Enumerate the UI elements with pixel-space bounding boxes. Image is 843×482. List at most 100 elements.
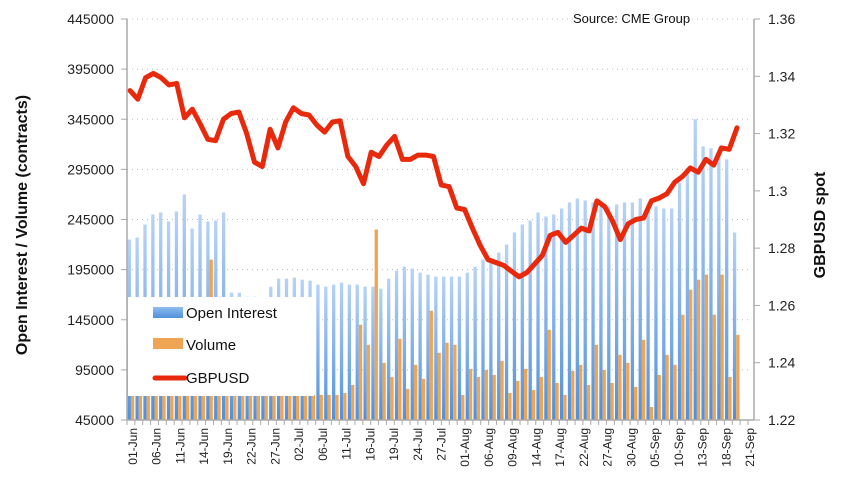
volume-bar (162, 394, 166, 420)
volume-bar (429, 310, 433, 420)
volume-bar (696, 279, 701, 420)
open-interest-bar (670, 208, 674, 420)
left-tick-label: 345000 (67, 111, 114, 127)
open-interest-bar (324, 286, 328, 420)
open-interest-bar (559, 208, 564, 420)
volume-bar (641, 339, 646, 420)
volume-bar (413, 364, 418, 420)
open-interest-bar (457, 276, 462, 420)
open-interest-bar (402, 266, 407, 420)
x-tick-label: 05-Sep (648, 428, 662, 467)
volume-bar (531, 389, 536, 420)
x-tick-label: 18-Sep (719, 428, 733, 467)
open-interest-bar (536, 212, 540, 420)
open-interest-bar (575, 198, 579, 420)
open-interest-bar (662, 208, 666, 420)
volume-bar (649, 406, 654, 420)
open-interest-bar (379, 288, 383, 420)
open-interest-bar (387, 278, 391, 420)
open-interest-bar (614, 204, 619, 420)
right-axis-title: GBPUSD spot (812, 171, 829, 278)
volume-bar (689, 289, 693, 420)
volume-bar (138, 394, 143, 420)
x-tick-label: 06-Jul (316, 428, 330, 461)
volume-bar (563, 394, 567, 420)
gbpusd-line (127, 70, 740, 280)
open-interest-bar (685, 168, 690, 420)
right-tick-label: 1.36 (768, 11, 795, 27)
open-interest-bar (654, 206, 658, 420)
volume-bar (665, 354, 669, 420)
x-tick-label: 14-Jun (197, 428, 211, 465)
open-interest-bar (465, 272, 469, 420)
open-interest-bar (583, 200, 587, 420)
open-interest-bar (473, 266, 477, 420)
volume-bar (225, 394, 229, 420)
open-interest-bar (355, 284, 359, 420)
open-interest-bar (426, 274, 430, 420)
volume-bar (280, 394, 284, 420)
x-tick-label: 13-Sep (696, 428, 710, 467)
open-interest-bar (442, 276, 446, 420)
open-interest-bar (567, 202, 572, 420)
open-interest-bar (732, 232, 737, 420)
volume-bar (523, 368, 528, 420)
legend-label-volume: Volume (186, 337, 236, 354)
x-tick-label: 27-Jun (268, 428, 282, 465)
volume-bar (736, 334, 740, 420)
volume-bar (578, 364, 583, 420)
volume-bar (657, 374, 661, 420)
open-interest-bar (591, 202, 595, 420)
left-tick-label: 295000 (67, 161, 114, 177)
x-tick-label: 19-Jun (221, 428, 235, 465)
volume-bar (555, 382, 559, 420)
volume-bar (319, 394, 323, 420)
right-tick-label: 1.32 (768, 126, 795, 142)
volume-bar (461, 394, 465, 420)
volume-bar (343, 392, 347, 420)
volume-bar (358, 324, 363, 420)
x-tick-label: 09-Aug (506, 428, 520, 467)
right-axis-ticks: 1.36 1.34 1.32 1.3 1.28 1.26 1.24 1.22 (754, 11, 795, 428)
volume-bar (594, 344, 599, 420)
volume-bar (233, 394, 237, 420)
volume-bar (673, 364, 677, 420)
x-tick-label: 24-Jul (411, 428, 425, 461)
volume-bar (453, 344, 457, 420)
open-interest-bar (347, 284, 352, 420)
volume-bar (248, 394, 253, 420)
x-tick-label: 17-Aug (553, 428, 567, 467)
left-tick-label: 445000 (67, 11, 114, 27)
right-tick-label: 1.22 (768, 412, 795, 428)
open-interest-bar (504, 244, 509, 420)
volume-bar (586, 384, 591, 420)
legend-swatch-open-interest (153, 307, 183, 318)
open-interest-bar (489, 260, 493, 420)
open-interest-bar (371, 286, 375, 420)
open-interest-bar (449, 276, 454, 420)
volume-bar (445, 342, 449, 420)
left-tick-label: 145000 (67, 312, 114, 328)
x-tick-label: 27-Jul (435, 428, 449, 461)
volume-bar (240, 394, 245, 420)
open-interest-bar (693, 119, 697, 420)
x-tick-label: 11-Jul (340, 428, 354, 460)
volume-bar (476, 376, 481, 420)
volume-bar (374, 229, 378, 420)
volume-bar (351, 384, 355, 420)
volume-bar (178, 394, 182, 420)
left-axis-title: Open Interest / Volume (contracts) (14, 95, 31, 355)
x-tick-label: 16-Jul (363, 428, 377, 461)
open-interest-bar (709, 148, 713, 420)
volume-bar (398, 338, 402, 420)
open-interest-bar (418, 272, 422, 420)
x-tick-label: 01-Aug (458, 428, 472, 467)
open-interest-bar (434, 276, 438, 420)
volume-bar (720, 274, 724, 420)
open-interest-bar (646, 204, 650, 420)
volume-bar (634, 386, 638, 420)
volume-bar (303, 394, 308, 420)
x-tick-label: 11-Jun (174, 428, 188, 464)
volume-bar (618, 354, 622, 420)
left-tick-label: 95000 (75, 362, 114, 378)
